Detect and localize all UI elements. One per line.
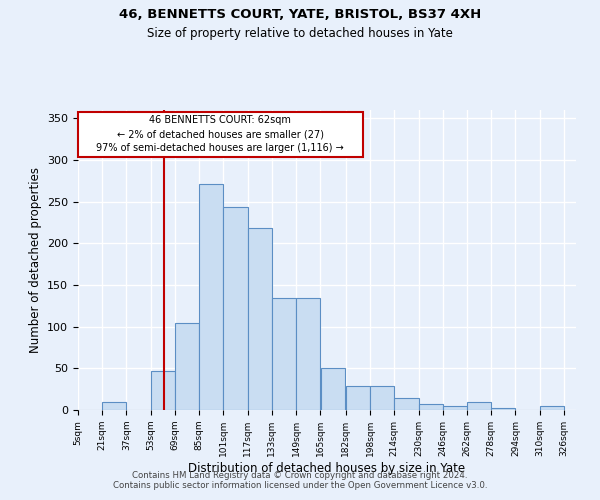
Bar [199,184,223,410]
Bar [467,402,491,410]
Bar [443,406,467,410]
Bar [248,228,272,410]
Bar [370,386,394,410]
Bar [102,402,127,410]
X-axis label: Distribution of detached houses by size in Yate: Distribution of detached houses by size … [188,462,466,474]
Text: Size of property relative to detached houses in Yate: Size of property relative to detached ho… [147,28,453,40]
Bar [151,371,175,410]
Y-axis label: Number of detached properties: Number of detached properties [29,167,41,353]
Text: 46, BENNETTS COURT, YATE, BRISTOL, BS37 4XH: 46, BENNETTS COURT, YATE, BRISTOL, BS37 … [119,8,481,20]
Bar [272,298,296,410]
Bar [223,206,248,410]
Bar [491,408,515,410]
Bar [296,298,320,410]
Bar [175,322,199,410]
Text: Contains HM Land Registry data © Crown copyright and database right 2024.
Contai: Contains HM Land Registry data © Crown c… [113,470,487,490]
Bar [394,398,419,410]
FancyBboxPatch shape [78,112,362,156]
Bar [419,404,443,410]
Bar [346,386,370,410]
Bar [321,368,345,410]
Text: 46 BENNETTS COURT: 62sqm
← 2% of detached houses are smaller (27)
97% of semi-de: 46 BENNETTS COURT: 62sqm ← 2% of detache… [97,115,344,153]
Bar [539,406,564,410]
